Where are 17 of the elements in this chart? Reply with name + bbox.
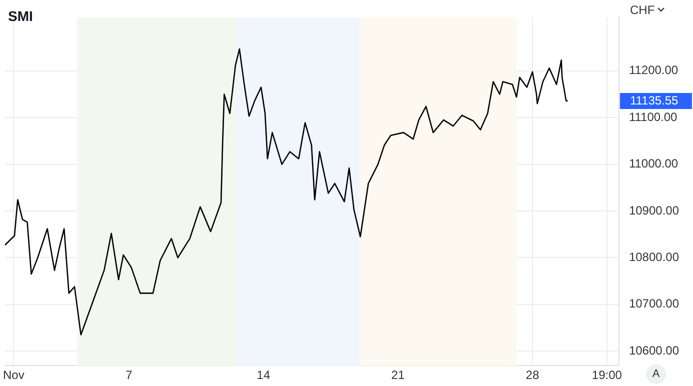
x-tick-label: 7 (126, 368, 133, 382)
y-tick-label: 10900.00 (628, 203, 680, 218)
x-tick-label: 21 (391, 368, 405, 382)
y-tick-label: 10600.00 (628, 343, 680, 358)
text: A (646, 364, 666, 384)
chart-title: SMI (8, 8, 33, 24)
x-tick-label: 28 (526, 368, 540, 382)
x-tick-label: 19:00 (592, 368, 622, 382)
x-tick-label: 14 (256, 368, 270, 382)
x-tick-label: Nov (3, 368, 24, 382)
text: 11135.55 (630, 93, 679, 108)
y-tick-label: 10800.00 (628, 250, 680, 264)
y-tick-label: 11000.00 (628, 156, 678, 171)
y-tick-label: 11100.00 (628, 110, 678, 124)
y-axis-title: CHF (630, 3, 655, 17)
y-tick-label: 10700.00 (628, 296, 680, 311)
y-tick-label: 11200.00 (628, 63, 678, 78)
